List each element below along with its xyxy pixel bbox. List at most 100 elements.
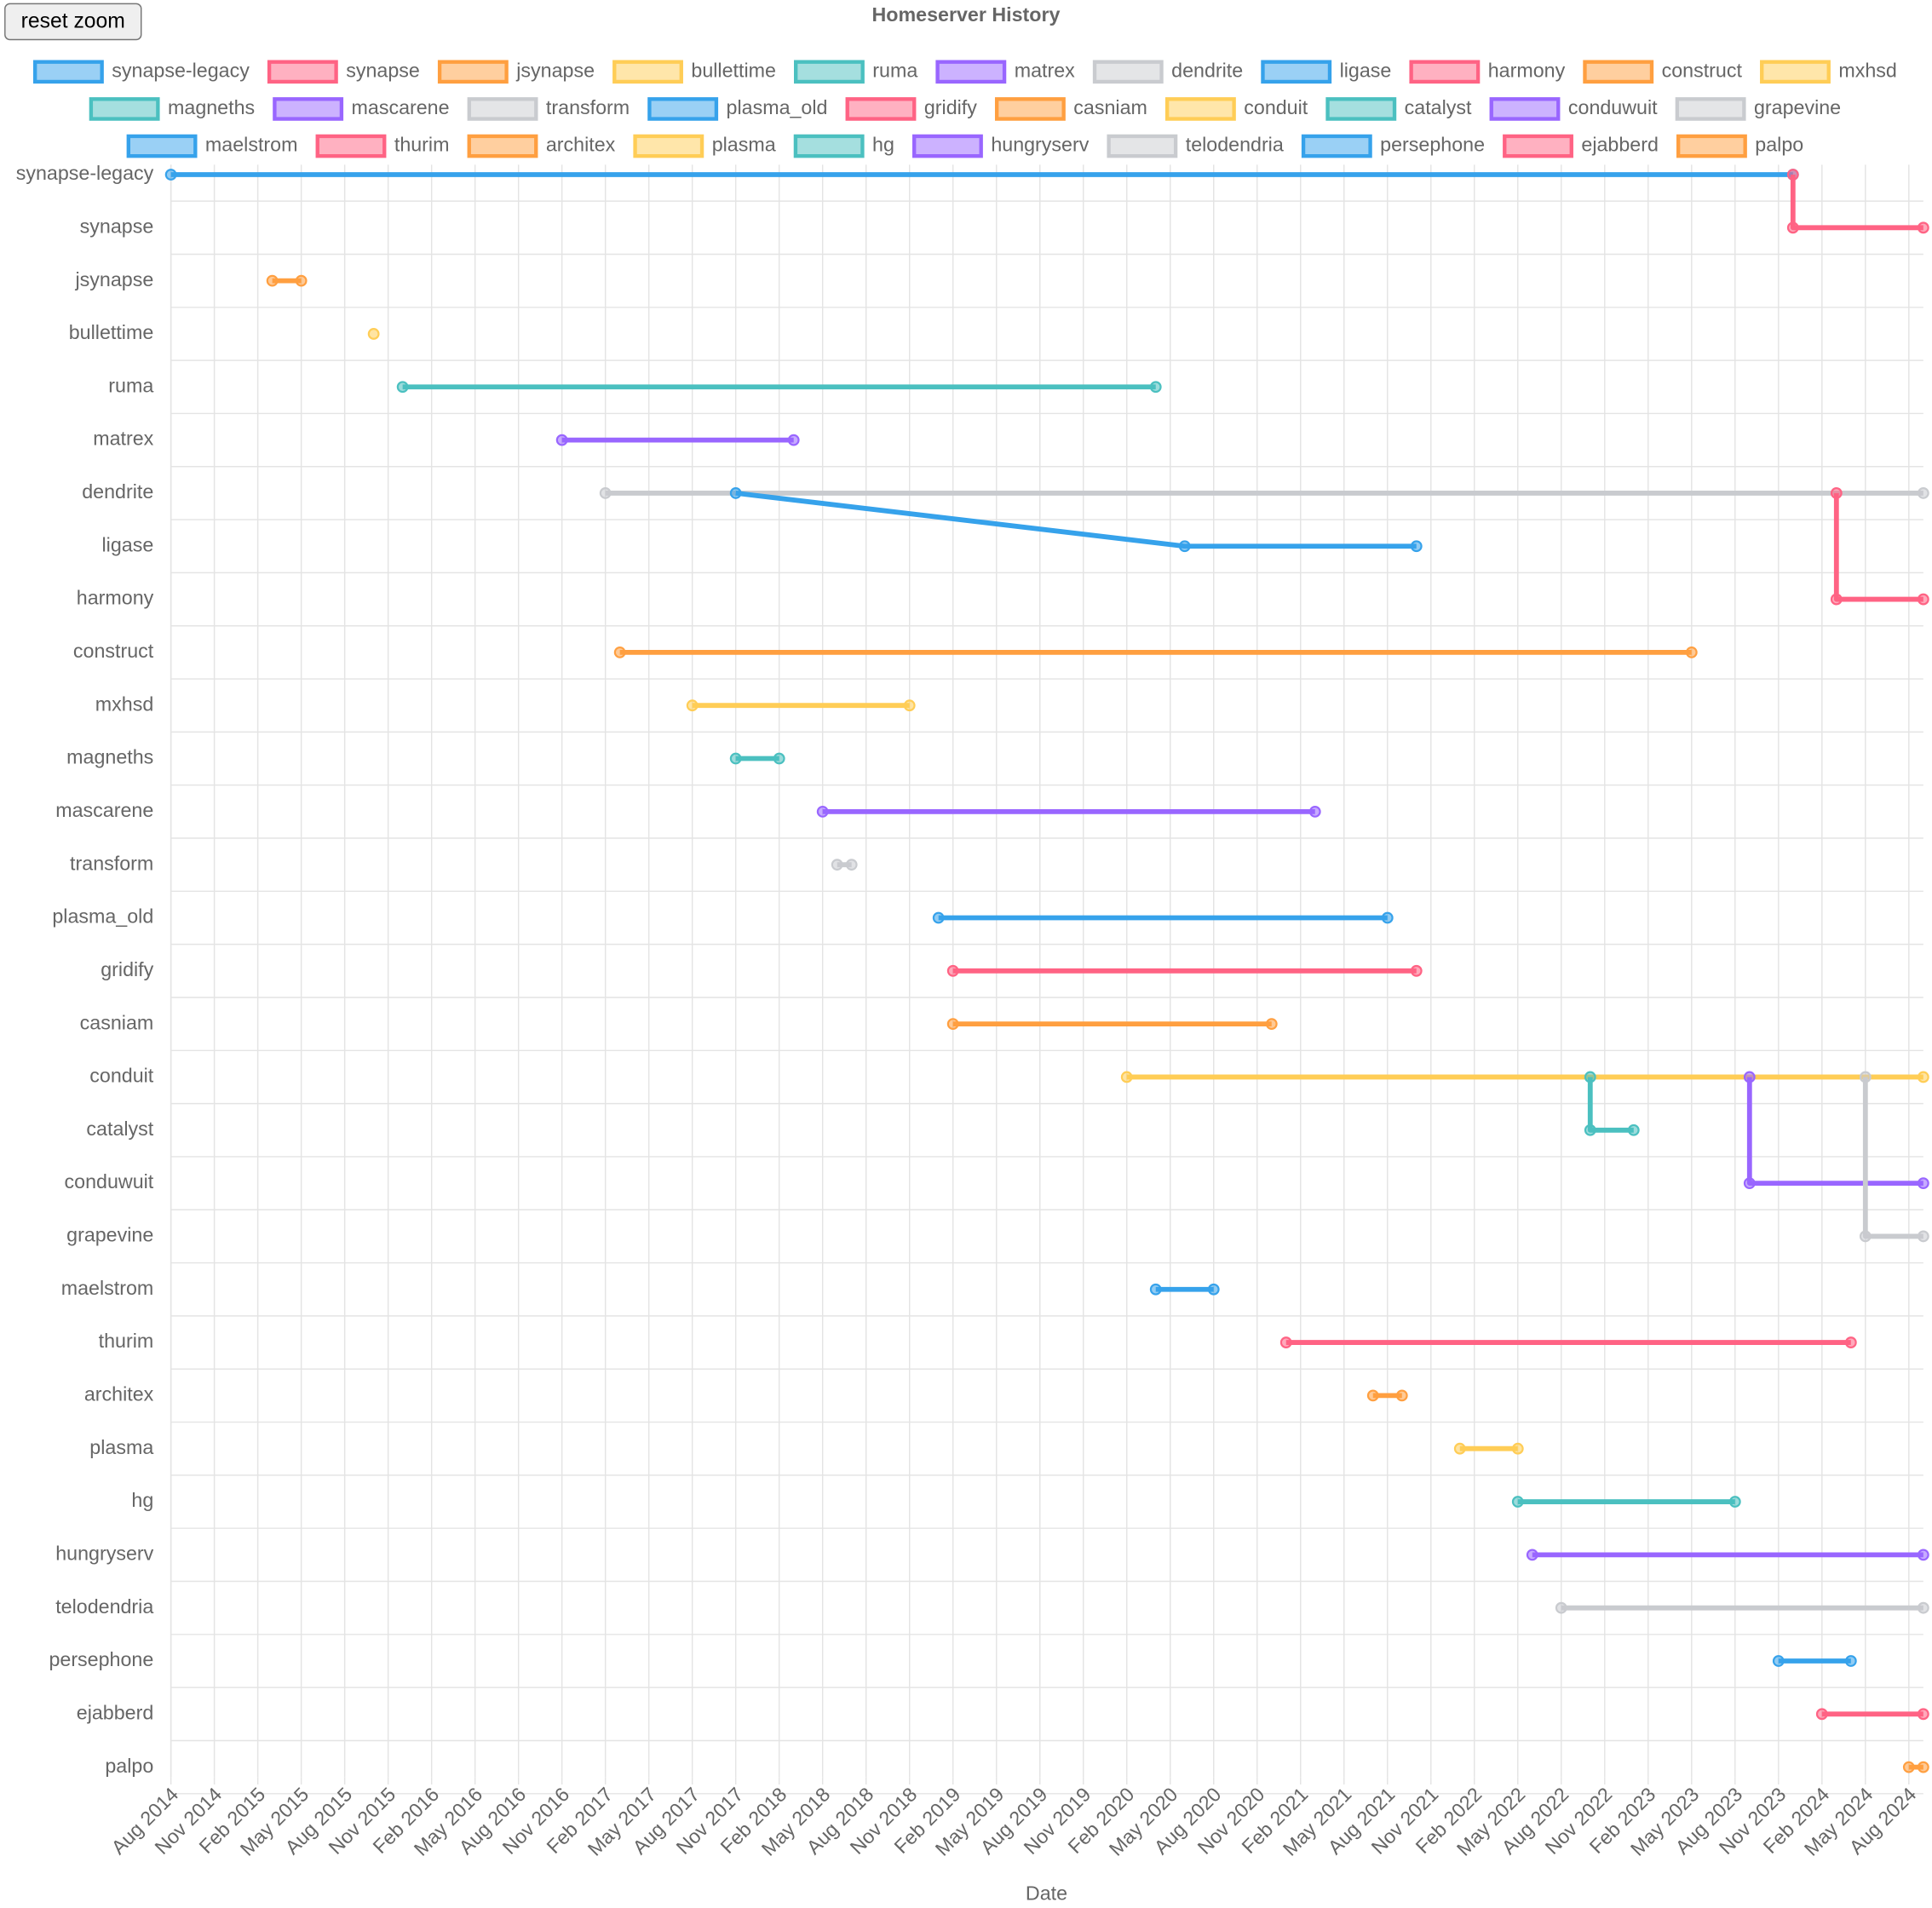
series bbox=[1859, 1071, 1929, 1243]
point bbox=[1917, 221, 1929, 234]
y-tick-label: transform bbox=[70, 852, 153, 874]
legend-item[interactable]: casniam bbox=[994, 96, 1147, 121]
series bbox=[1584, 1071, 1640, 1136]
point bbox=[1902, 1761, 1915, 1773]
point bbox=[773, 752, 785, 765]
legend-item[interactable]: synapse bbox=[267, 59, 420, 84]
series bbox=[816, 805, 1321, 818]
legend-swatch bbox=[273, 97, 344, 121]
legend-item[interactable]: thurim bbox=[315, 134, 450, 158]
reset-zoom-button-frame[interactable] bbox=[4, 3, 142, 41]
legend-item[interactable]: architex bbox=[467, 134, 616, 158]
legend-item[interactable]: hungryserv bbox=[912, 134, 1090, 158]
series bbox=[932, 911, 1394, 924]
point bbox=[1815, 1708, 1828, 1721]
point bbox=[1917, 593, 1929, 606]
legend-item[interactable]: magneths bbox=[89, 96, 255, 121]
point bbox=[1844, 1655, 1857, 1667]
legend-item[interactable]: ligase bbox=[1261, 59, 1391, 84]
legend-item[interactable]: ruma bbox=[794, 59, 917, 84]
series bbox=[686, 699, 916, 712]
legend-item[interactable]: matrex bbox=[935, 59, 1076, 84]
y-tick-label: conduit bbox=[89, 1065, 154, 1087]
legend-item[interactable]: jsynapse bbox=[437, 59, 595, 84]
point bbox=[1917, 1230, 1929, 1243]
reset-zoom-label[interactable]: reset zoom bbox=[21, 10, 125, 33]
legend-item[interactable]: synapse-legacy bbox=[32, 59, 250, 84]
series bbox=[831, 859, 858, 871]
legend-label: transform bbox=[546, 96, 630, 118]
legend-label: telodendria bbox=[1186, 134, 1284, 156]
point bbox=[1743, 1071, 1756, 1083]
point bbox=[1917, 1761, 1929, 1773]
x-axis-title: Date bbox=[1026, 1882, 1067, 1905]
point bbox=[1786, 221, 1799, 234]
point bbox=[599, 487, 612, 499]
point bbox=[1917, 1708, 1929, 1721]
point bbox=[1627, 1124, 1640, 1136]
y-tick-label: synapse-legacy bbox=[16, 162, 154, 184]
legend-item[interactable]: conduwuit bbox=[1489, 96, 1658, 121]
y-tick-label: telodendria bbox=[55, 1595, 153, 1618]
legend-item[interactable]: palpo bbox=[1676, 134, 1803, 158]
legend-item[interactable]: transform bbox=[467, 96, 630, 121]
reset-zoom-button[interactable]: reset zoom bbox=[4, 3, 142, 41]
y-tick-label: bullettime bbox=[69, 321, 154, 343]
legend-item[interactable]: plasma bbox=[633, 134, 776, 158]
y-tick-label: construct bbox=[73, 640, 154, 662]
series bbox=[266, 274, 308, 287]
y-tick-label: ejabberd bbox=[77, 1701, 154, 1723]
series-line bbox=[1746, 1077, 1923, 1187]
y-tick-label: jsynapse bbox=[75, 268, 154, 290]
legend-item[interactable]: telodendria bbox=[1107, 134, 1284, 158]
point bbox=[729, 487, 742, 499]
legend-label: harmony bbox=[1488, 59, 1566, 81]
y-tick-label: dendrite bbox=[82, 480, 153, 503]
legend-item[interactable]: grapevine bbox=[1675, 96, 1841, 121]
legend-item[interactable]: catalyst bbox=[1325, 96, 1472, 121]
series bbox=[1902, 1761, 1929, 1773]
point bbox=[1149, 381, 1162, 394]
legend-swatch bbox=[935, 60, 1007, 84]
point bbox=[1844, 1336, 1857, 1348]
legend-item[interactable]: persephone bbox=[1301, 134, 1485, 158]
legend-item[interactable]: maelstrom bbox=[126, 134, 298, 158]
series bbox=[164, 169, 1799, 181]
legend-item[interactable]: conduit bbox=[1164, 96, 1308, 121]
point bbox=[1830, 593, 1843, 606]
legend-item[interactable]: mxhsd bbox=[1760, 59, 1897, 84]
legend-swatch bbox=[1164, 97, 1236, 121]
legend-label: architex bbox=[546, 134, 616, 156]
point bbox=[1917, 1601, 1929, 1614]
legend-item[interactable]: gridify bbox=[845, 96, 978, 121]
y-tick-label: catalyst bbox=[86, 1118, 153, 1140]
y-tick-label: plasma bbox=[89, 1436, 153, 1458]
legend-swatch bbox=[1760, 60, 1831, 84]
point bbox=[1395, 1389, 1408, 1402]
legend-item[interactable]: dendrite bbox=[1092, 59, 1243, 84]
legend-label: construct bbox=[1662, 59, 1743, 81]
point bbox=[266, 274, 279, 287]
y-tick-label: harmony bbox=[77, 587, 154, 609]
point bbox=[396, 381, 409, 394]
point bbox=[1859, 1071, 1872, 1083]
legend-item[interactable]: mascarene bbox=[273, 96, 450, 121]
legend-swatch bbox=[315, 134, 387, 158]
legend-swatch bbox=[437, 60, 509, 84]
legend-swatch bbox=[794, 60, 865, 84]
legend-label: ejabberd bbox=[1581, 134, 1659, 156]
legend-item[interactable]: harmony bbox=[1409, 59, 1566, 84]
point bbox=[1511, 1496, 1524, 1508]
y-tick-label: synapse bbox=[80, 215, 154, 237]
point bbox=[1511, 1442, 1524, 1455]
point bbox=[295, 274, 308, 287]
legend-item[interactable]: hg bbox=[793, 134, 894, 158]
legend-swatch bbox=[845, 97, 917, 121]
legend-item[interactable]: bullettime bbox=[612, 59, 776, 84]
legend-swatch bbox=[126, 134, 198, 158]
legend-item[interactable]: construct bbox=[1583, 59, 1743, 84]
legend-item[interactable]: ejabberd bbox=[1503, 134, 1659, 158]
legend-item[interactable]: plasma_old bbox=[647, 96, 827, 121]
series bbox=[1120, 1071, 1929, 1083]
legend-label: casniam bbox=[1073, 96, 1147, 118]
